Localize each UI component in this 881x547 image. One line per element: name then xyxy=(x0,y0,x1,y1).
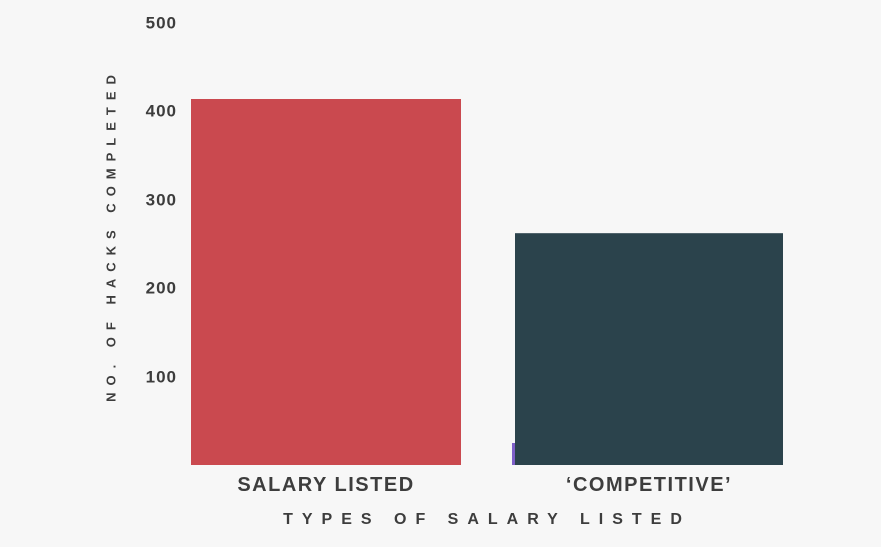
x-axis-title: TYPES OF SALARY LISTED xyxy=(283,511,691,528)
y-tick-label: 200 xyxy=(145,278,177,298)
bar-group: ‘COMPETITIVE’ xyxy=(515,23,783,496)
y-tick-label: 300 xyxy=(145,190,177,210)
bar-competitive xyxy=(515,233,783,465)
y-tick-label: 400 xyxy=(145,101,177,121)
plot-area: SALARY LISTED ‘COMPETITIVE’ xyxy=(191,23,783,496)
bar-salary-listed xyxy=(191,99,461,465)
y-tick-label: 500 xyxy=(145,13,177,33)
bar-category-label: SALARY LISTED xyxy=(237,474,415,496)
y-axis-title: NO. OF HACKS COMPLETED xyxy=(103,68,119,402)
bar-group: SALARY LISTED xyxy=(191,23,461,496)
render-artifact xyxy=(512,443,515,465)
bar-category-label: ‘COMPETITIVE’ xyxy=(565,474,733,496)
y-tick-label: 100 xyxy=(145,367,177,387)
